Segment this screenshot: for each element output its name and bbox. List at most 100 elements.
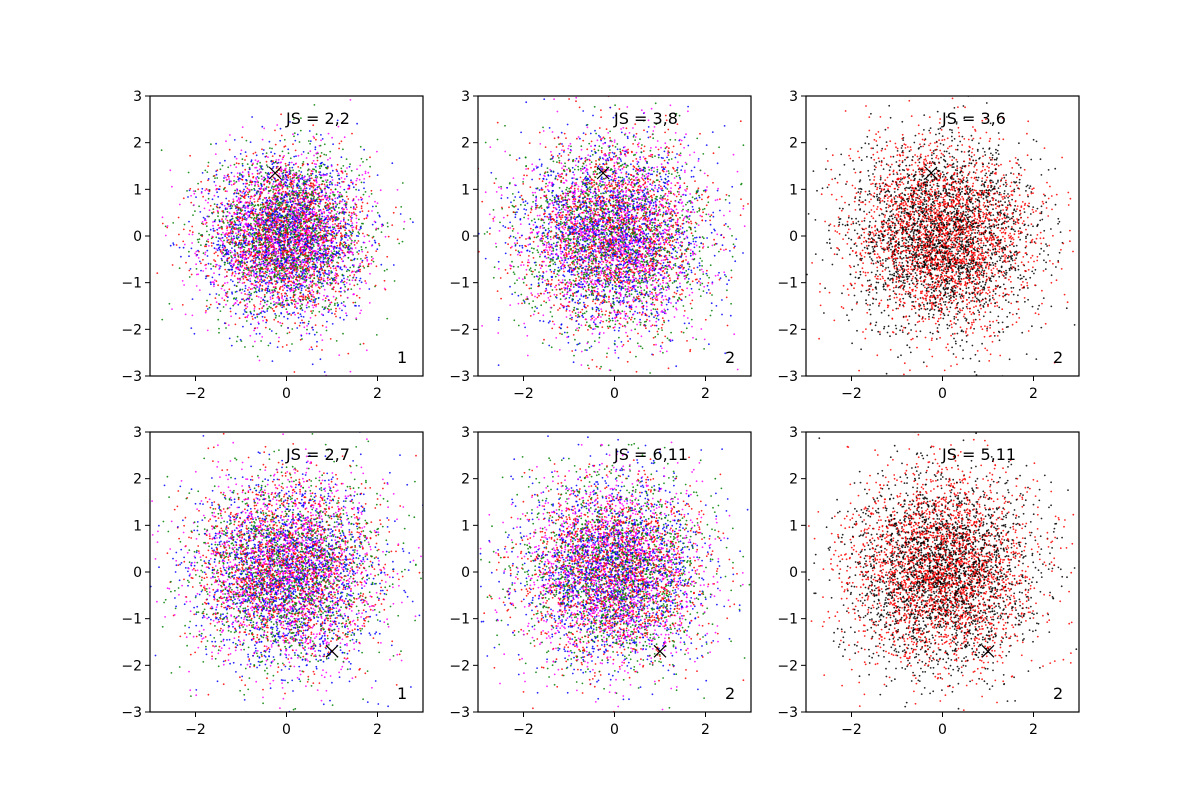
point: [297, 316, 300, 319]
point: [349, 247, 352, 250]
point: [304, 187, 306, 190]
point: [265, 265, 268, 268]
point: [313, 104, 316, 106]
point: [351, 182, 354, 185]
point: [267, 156, 269, 159]
point: [331, 226, 334, 229]
point: [360, 181, 363, 184]
point: [310, 281, 313, 284]
point: [375, 265, 378, 268]
point: [347, 184, 350, 187]
point: [330, 206, 333, 209]
point: [282, 156, 285, 159]
point: [314, 264, 317, 267]
point: [283, 315, 285, 318]
point: [166, 226, 169, 229]
point: [311, 208, 314, 211]
point: [268, 140, 271, 143]
point: [349, 225, 352, 227]
point: [322, 256, 325, 259]
point: [312, 243, 315, 246]
point: [342, 281, 345, 284]
point: [190, 327, 193, 329]
point: [291, 166, 294, 169]
point: [307, 251, 310, 254]
point: [241, 176, 244, 179]
point: [224, 261, 227, 264]
point: [237, 224, 240, 227]
point: [318, 268, 321, 271]
point: [343, 188, 346, 191]
point: [296, 191, 299, 194]
point: [342, 148, 344, 151]
point: [183, 284, 186, 286]
point: [330, 229, 332, 232]
point: [302, 276, 304, 279]
point: [376, 202, 379, 205]
point: [356, 283, 359, 286]
point: [343, 213, 345, 215]
point: [251, 235, 254, 238]
point: [308, 188, 311, 190]
point: [161, 222, 164, 225]
point: [309, 142, 311, 145]
point: [368, 175, 371, 178]
point: [277, 320, 279, 323]
point: [228, 205, 230, 208]
point: [188, 189, 191, 192]
point: [236, 234, 238, 237]
point: [276, 291, 279, 293]
point: [371, 223, 374, 226]
point: [336, 302, 339, 304]
point: [264, 208, 267, 211]
point: [232, 235, 235, 238]
point: [183, 223, 186, 226]
point: [273, 222, 276, 225]
point: [255, 228, 258, 231]
point: [344, 211, 346, 214]
point: [264, 238, 267, 241]
point: [338, 250, 340, 253]
point: [259, 278, 261, 281]
point: [301, 229, 304, 232]
point: [213, 181, 216, 183]
point: [225, 225, 228, 228]
point: [335, 213, 338, 215]
point: [244, 185, 247, 188]
point: [256, 176, 259, 178]
point: [241, 216, 244, 218]
point: [294, 283, 297, 286]
point: [236, 203, 238, 206]
point: [301, 209, 304, 212]
point: [301, 198, 304, 201]
point: [293, 135, 295, 138]
point: [272, 176, 275, 179]
point: [200, 262, 202, 265]
point: [334, 219, 337, 222]
point: [254, 180, 256, 183]
point: [330, 239, 333, 242]
point: [376, 211, 379, 214]
point: [269, 172, 272, 174]
point: [323, 210, 326, 213]
point: [302, 188, 305, 191]
point: [268, 290, 271, 293]
point: [339, 241, 342, 244]
point: [289, 241, 292, 243]
point: [253, 291, 256, 294]
point: [281, 301, 284, 304]
point: [255, 192, 258, 195]
point: [223, 322, 226, 325]
point: [263, 223, 266, 226]
point: [335, 205, 337, 208]
point: [301, 298, 304, 301]
point: [346, 223, 349, 225]
point: [312, 124, 315, 127]
point: [327, 245, 329, 247]
point: [230, 215, 233, 218]
point: [339, 287, 342, 290]
point: [243, 299, 246, 302]
point: [251, 298, 253, 301]
point: [233, 175, 236, 178]
point: [227, 250, 230, 253]
